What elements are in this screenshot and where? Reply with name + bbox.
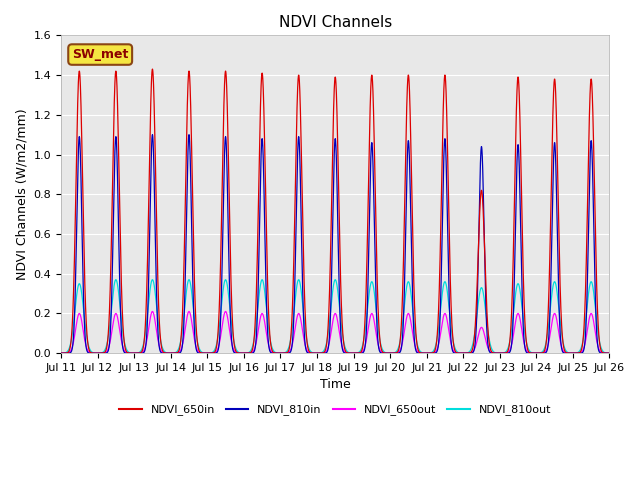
Title: NDVI Channels: NDVI Channels — [278, 15, 392, 30]
Y-axis label: NDVI Channels (W/m2/mm): NDVI Channels (W/m2/mm) — [15, 108, 28, 280]
X-axis label: Time: Time — [320, 378, 351, 392]
Text: SW_met: SW_met — [72, 48, 129, 61]
Legend: NDVI_650in, NDVI_810in, NDVI_650out, NDVI_810out: NDVI_650in, NDVI_810in, NDVI_650out, NDV… — [115, 400, 556, 420]
